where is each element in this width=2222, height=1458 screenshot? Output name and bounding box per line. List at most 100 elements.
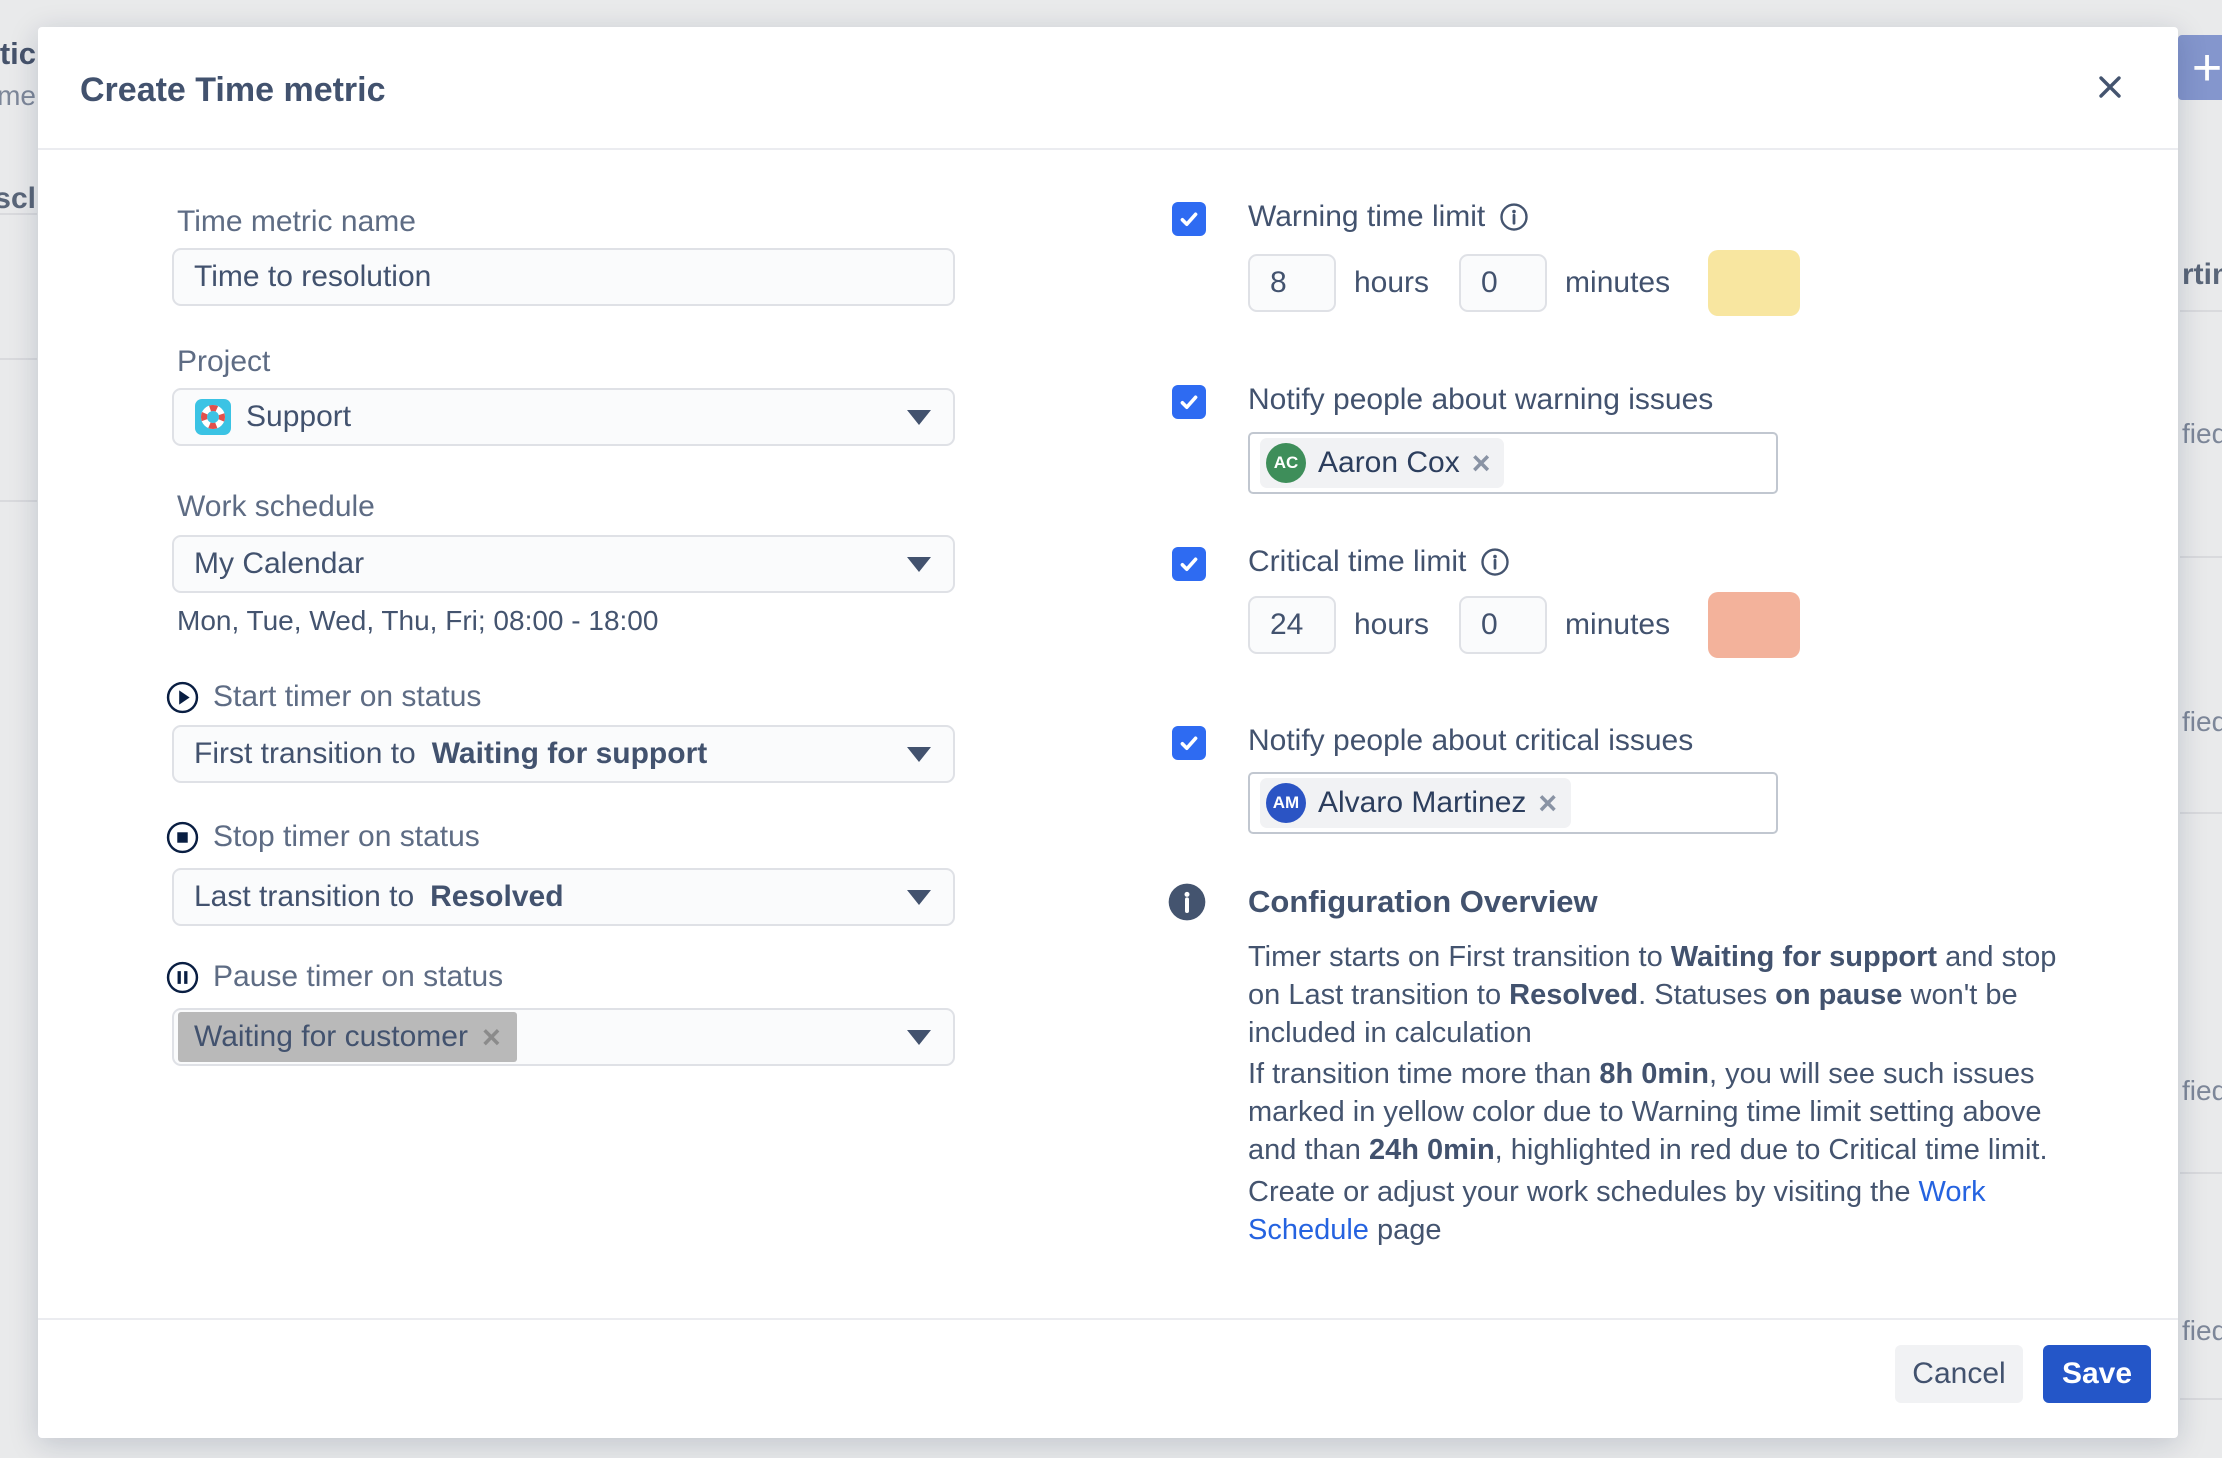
avatar: AC <box>1266 443 1306 483</box>
add-button[interactable]: + <box>2178 35 2222 100</box>
close-button[interactable] <box>2090 67 2130 107</box>
info-icon[interactable] <box>1499 202 1529 232</box>
bg-row-divider <box>2180 812 2222 814</box>
dialog-footer: Cancel Save <box>38 1318 2178 1438</box>
notify-warning-label: Notify people about warning issues <box>1248 383 1713 417</box>
warning-minutes-input[interactable] <box>1459 254 1548 312</box>
critical-minutes-input[interactable] <box>1459 596 1548 654</box>
work-schedule-link[interactable]: Work Schedule <box>1248 1176 1986 1246</box>
start-timer-select[interactable]: First transition to Waiting for support <box>172 725 955 783</box>
critical-color-swatch[interactable] <box>1708 592 1801 658</box>
notify-warning-checkbox[interactable] <box>1172 385 1206 419</box>
pause-timer-label: Pause timer on status <box>213 960 504 993</box>
overview-paragraph-1: Timer starts on First transition to Wait… <box>1248 938 2084 1052</box>
notify-warning-people-field[interactable]: AC Aaron Cox × <box>1248 432 1778 494</box>
bg-text-fragment: fied <box>2182 1075 2222 1106</box>
info-icon[interactable] <box>1480 547 1510 577</box>
bg-text-fragment: me <box>0 80 36 111</box>
bg-text-fragment: scl <box>0 182 36 215</box>
notify-critical-label-text: Notify people about critical issues <box>1248 724 1694 757</box>
pause-timer-row: Pause timer on status <box>166 960 503 994</box>
project-select[interactable]: Support <box>172 388 955 446</box>
critical-duration-controls: hours minutes <box>1248 592 1801 658</box>
pause-status-tag-label: Waiting for customer <box>194 1020 468 1053</box>
configuration-overview-heading: Configuration Overview <box>1248 884 1598 919</box>
start-timer-value: Waiting for support <box>431 737 708 770</box>
warning-hours-input[interactable] <box>1248 254 1336 312</box>
stop-timer-prefix: Last transition to <box>194 880 415 913</box>
overview-paragraph-3: Create or adjust your work schedules by … <box>1248 1173 2084 1249</box>
stop-circle-icon <box>166 821 199 853</box>
project-label: Project <box>177 345 271 378</box>
pause-timer-multiselect[interactable]: Waiting for customer × <box>172 1008 955 1066</box>
critical-time-limit-label: Critical time limit <box>1248 545 1467 578</box>
overview-text: . Statuses <box>1638 979 1776 1011</box>
person-tag: AM Alvaro Martinez × <box>1260 778 1572 828</box>
overview-text: and stop on Last transition to <box>1248 941 2057 1011</box>
play-circle-icon <box>166 681 199 713</box>
info-circle-icon <box>1168 883 1206 921</box>
pause-circle-icon <box>166 961 199 993</box>
chevron-down-icon <box>907 747 931 762</box>
pause-status-tag: Waiting for customer × <box>178 1012 517 1062</box>
save-button[interactable]: Save <box>2043 1345 2151 1403</box>
close-icon <box>2099 76 2121 98</box>
bg-row-divider <box>0 358 37 360</box>
checkmark-icon <box>1180 212 1198 227</box>
remove-person-icon[interactable]: × <box>1538 784 1558 821</box>
checkmark-icon <box>1180 557 1198 572</box>
overview-text: , highlighted in red due to Critical tim… <box>1494 1134 2048 1166</box>
overview-text: Create or adjust your work schedules by … <box>1248 1176 1919 1208</box>
stop-timer-label: Stop timer on status <box>213 820 480 853</box>
person-name: Aaron Cox <box>1318 446 1460 479</box>
overview-text-bold: Resolved <box>1509 979 1639 1011</box>
overview-text-bold: 24h 0min <box>1368 1134 1495 1166</box>
person-tag: AC Aaron Cox × <box>1260 438 1505 488</box>
chevron-down-icon <box>907 890 931 905</box>
bg-row-divider <box>2180 1398 2222 1400</box>
create-time-metric-dialog: Create Time metric Time metric name Proj… <box>38 27 2178 1438</box>
critical-time-limit-checkbox[interactable] <box>1172 547 1206 581</box>
notify-critical-checkbox[interactable] <box>1172 726 1206 760</box>
avatar: AM <box>1266 783 1306 823</box>
cancel-button[interactable]: Cancel <box>1895 1345 2023 1403</box>
time-metric-name-label: Time metric name <box>177 205 416 238</box>
critical-time-limit-row: Critical time limit <box>1248 545 1510 579</box>
work-schedule-value: My Calendar <box>194 547 365 580</box>
remove-tag-icon[interactable]: × <box>481 1018 501 1055</box>
bg-text-fragment: fied <box>2182 706 2222 737</box>
notify-warning-label-text: Notify people about warning issues <box>1248 383 1714 416</box>
stop-timer-select[interactable]: Last transition to Resolved <box>172 868 955 926</box>
overview-text-bold: 8h 0min <box>1599 1058 1709 1090</box>
overview-text-bold: on pause <box>1775 979 1903 1011</box>
time-metric-name-input[interactable] <box>172 248 955 306</box>
overview-text: won't be included in calculation <box>1248 979 2018 1049</box>
work-schedule-select[interactable]: My Calendar <box>172 535 955 593</box>
warning-color-swatch[interactable] <box>1708 250 1801 316</box>
work-schedule-label: Work schedule <box>177 490 375 523</box>
person-name: Alvaro Martinez <box>1318 786 1527 819</box>
stop-timer-value: Resolved <box>430 880 564 913</box>
critical-hours-input[interactable] <box>1248 596 1336 654</box>
overview-text: Timer starts on First transition to <box>1248 941 1671 973</box>
overview-paragraph-2: If transition time more than 8h 0min, yo… <box>1248 1055 2084 1169</box>
minutes-label: minutes <box>1565 608 1671 641</box>
bg-text-fragment: rtime <box>2182 258 2222 291</box>
bg-text-fragment: fied <box>2182 418 2222 449</box>
hours-label: hours <box>1354 266 1430 299</box>
warning-time-limit-row: Warning time limit <box>1248 200 1529 234</box>
start-timer-prefix: First transition to <box>194 737 416 770</box>
warning-time-limit-checkbox[interactable] <box>1172 202 1206 236</box>
warning-duration-controls: hours minutes <box>1248 250 1801 316</box>
warning-time-limit-label: Warning time limit <box>1248 200 1486 233</box>
bg-text-fragment: fied <box>2182 1315 2222 1346</box>
remove-person-icon[interactable]: × <box>1471 444 1491 481</box>
project-avatar-icon <box>195 399 231 435</box>
chevron-down-icon <box>907 1030 931 1045</box>
start-timer-label: Start timer on status <box>213 680 482 713</box>
overview-text: If transition time more than <box>1248 1058 1600 1090</box>
bg-row-divider <box>0 213 37 215</box>
bg-row-divider <box>2180 1172 2222 1174</box>
notify-critical-people-field[interactable]: AM Alvaro Martinez × <box>1248 772 1778 834</box>
checkmark-icon <box>1180 736 1198 751</box>
